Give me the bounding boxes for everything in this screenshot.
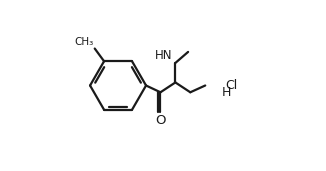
Text: H: H [221, 86, 231, 99]
Text: O: O [155, 114, 166, 127]
Text: CH₃: CH₃ [74, 37, 93, 47]
Text: Cl: Cl [225, 79, 237, 92]
Text: HN: HN [155, 49, 172, 62]
